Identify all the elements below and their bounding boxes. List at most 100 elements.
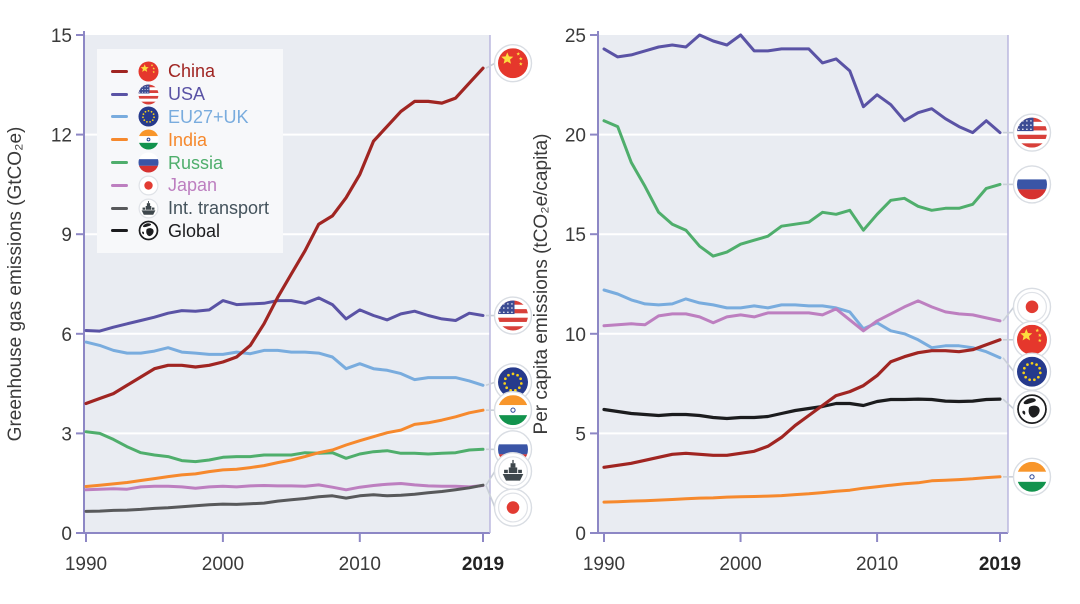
legend-dash-japan bbox=[111, 183, 128, 187]
line-end-eu-icon bbox=[1002, 352, 1052, 391]
line-end-china-icon bbox=[1003, 320, 1052, 359]
y-tick-label: 0 bbox=[575, 524, 586, 545]
y-tick-label: 9 bbox=[61, 225, 72, 246]
legend-label-japan: Japan bbox=[168, 175, 218, 196]
line-end-japan-icon bbox=[1002, 287, 1052, 327]
legend-item-china: China bbox=[111, 60, 283, 83]
legend-dash-global bbox=[111, 229, 128, 233]
legend-dash-india bbox=[111, 138, 128, 142]
series-line-russia bbox=[602, 119, 1002, 258]
line-end-india-icon bbox=[486, 390, 533, 430]
eu-flag-icon bbox=[138, 106, 159, 127]
legend-item-eu: EU27+UK bbox=[111, 106, 283, 129]
india-flag-icon bbox=[138, 129, 159, 150]
x-tick-label: 1990 bbox=[583, 554, 625, 575]
ship-icon-art bbox=[138, 198, 159, 219]
globe-icon-art bbox=[1017, 394, 1047, 425]
x-tick-label: 2010 bbox=[339, 554, 381, 575]
x-tick-label: 2000 bbox=[202, 554, 244, 575]
russia-icon-art bbox=[138, 152, 159, 173]
x-tick-label: 2010 bbox=[856, 554, 898, 575]
series-line-russia bbox=[84, 430, 485, 464]
legend-dash-transport bbox=[111, 206, 128, 210]
china-icon-art bbox=[498, 48, 528, 79]
russia-icon-art bbox=[1017, 169, 1047, 200]
y-axis-title-left: Greenhouse gas emissions (GtCO₂e) bbox=[5, 127, 26, 442]
series-line-transport bbox=[84, 483, 485, 513]
russia-flag-icon bbox=[138, 152, 159, 173]
legend-item-russia: Russia bbox=[111, 151, 283, 174]
eu-icon-art bbox=[138, 106, 159, 127]
y-tick-label: 12 bbox=[51, 126, 72, 147]
legend-dash-russia bbox=[111, 161, 128, 165]
y-tick-label: 5 bbox=[575, 424, 586, 445]
series-line-eu bbox=[84, 340, 485, 387]
china-icon-art bbox=[1017, 324, 1047, 355]
series-line-china bbox=[602, 338, 1002, 469]
legend-item-india: India bbox=[111, 128, 283, 151]
line-end-india-icon bbox=[1003, 457, 1052, 497]
legend-label-india: India bbox=[168, 129, 208, 150]
legend-item-usa: USA bbox=[111, 83, 283, 106]
line-end-japan-icon bbox=[485, 485, 533, 527]
globe-icon bbox=[138, 220, 159, 241]
india-icon-art bbox=[498, 395, 528, 426]
x-tick-label: 1990 bbox=[65, 554, 107, 575]
series-line-japan bbox=[602, 299, 1002, 333]
japan-flag-icon bbox=[138, 175, 159, 196]
line-end-china-icon bbox=[485, 44, 533, 83]
y-tick-label: 25 bbox=[565, 26, 586, 47]
usa-icon-art bbox=[498, 300, 528, 331]
y-tick-label: 20 bbox=[565, 126, 586, 147]
line-end-globe-icon bbox=[1002, 389, 1052, 429]
legend-dash-china bbox=[111, 69, 128, 73]
legend: China USA EU27+UK India Russia Japan Int. tran… bbox=[97, 49, 283, 254]
y-tick-label: 15 bbox=[565, 225, 586, 246]
panel-per-capita: 0 5 10 15 20 25 1990 2000 2010 2019 bbox=[565, 26, 1052, 575]
globe-icon-art bbox=[138, 220, 159, 241]
x-tick-label: 2000 bbox=[719, 554, 761, 575]
china-flag-icon bbox=[138, 61, 159, 82]
panel-total-emissions: 0 3 6 9 12 15 1990 2000 2010 2019 bbox=[51, 26, 533, 575]
legend-item-japan: Japan bbox=[111, 174, 283, 197]
china-icon-art bbox=[138, 61, 159, 82]
charts-root: 0 3 6 9 12 15 1990 2000 2010 2019 0 5 10 15 20 25 1990 20… bbox=[51, 26, 1052, 575]
series-line-usa bbox=[84, 296, 485, 333]
legend-dash-eu bbox=[111, 115, 128, 119]
usa-icon-art bbox=[138, 84, 159, 105]
usa-flag-icon bbox=[138, 84, 159, 105]
y-axis-title-right: Per capita emissions (tCO₂e/capita) bbox=[531, 134, 552, 435]
series-line-india bbox=[602, 475, 1002, 504]
plot-area bbox=[598, 35, 1008, 533]
series-line-eu bbox=[602, 288, 1002, 360]
y-tick-label: 0 bbox=[61, 524, 72, 545]
series-line-usa bbox=[602, 33, 1002, 135]
y-tick-label: 10 bbox=[565, 325, 586, 346]
eu-icon-art bbox=[1017, 356, 1047, 387]
line-end-usa-icon bbox=[486, 296, 533, 335]
line-end-usa-icon bbox=[1003, 113, 1052, 152]
series-line-india bbox=[84, 408, 485, 488]
india-icon-art bbox=[138, 129, 159, 150]
legend-label-russia: Russia bbox=[168, 152, 224, 173]
legend-item-global: Global bbox=[111, 220, 283, 243]
series-line-global bbox=[602, 397, 1002, 421]
y-tick-label: 6 bbox=[61, 325, 72, 346]
line-end-russia-icon bbox=[1003, 165, 1052, 204]
legend-label-transport: Int. transport bbox=[168, 198, 270, 219]
x-tick-label: 2019 bbox=[979, 554, 1021, 575]
legend-label-usa: USA bbox=[168, 84, 206, 105]
ship-icon bbox=[138, 198, 159, 219]
legend-label-global: Global bbox=[168, 220, 221, 241]
legend-item-transport: Int. transport bbox=[111, 197, 283, 220]
legend-dash-usa bbox=[111, 92, 128, 96]
japan-icon-art bbox=[138, 175, 159, 196]
y-tick-label: 3 bbox=[61, 424, 72, 445]
y-tick-label: 15 bbox=[51, 26, 72, 47]
india-icon-art bbox=[1017, 461, 1047, 492]
legend-label-china: China bbox=[168, 61, 216, 82]
usa-icon-art bbox=[1017, 117, 1047, 148]
x-tick-label: 2019 bbox=[462, 554, 504, 575]
